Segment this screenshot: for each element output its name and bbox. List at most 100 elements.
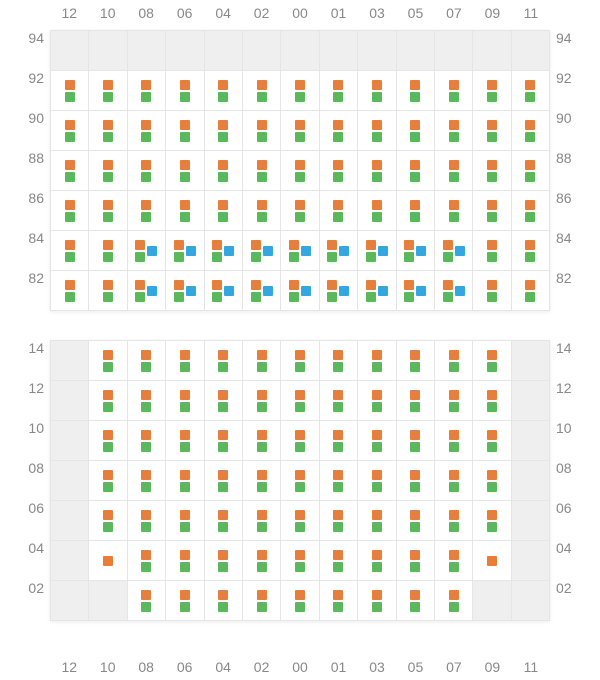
seat-square — [147, 246, 157, 256]
rack-cell — [128, 111, 166, 151]
axis-label: 00 — [281, 659, 319, 675]
seat-square — [372, 120, 382, 130]
seat-square — [257, 562, 267, 572]
seat-square — [404, 252, 414, 262]
row-labels-top-right: 94929088868482 — [552, 30, 592, 310]
rack-cell — [435, 191, 473, 231]
axis-label: 02 — [8, 580, 48, 620]
grid-row — [51, 231, 550, 271]
rack-cell — [281, 461, 319, 501]
axis-label: 10 — [88, 5, 126, 21]
seat-square — [410, 470, 420, 480]
seat-square — [449, 602, 459, 612]
rack-cell — [166, 151, 204, 191]
seat-square — [525, 172, 535, 182]
axis-label: 10 — [8, 420, 48, 460]
rack-cell — [435, 461, 473, 501]
seat-square — [224, 286, 234, 296]
seat-square — [416, 246, 426, 256]
rack-cell — [512, 111, 550, 151]
seat-square — [103, 482, 113, 492]
seat-square — [449, 590, 459, 600]
rack-cell — [128, 191, 166, 231]
seat-square — [410, 362, 420, 372]
seat-square — [180, 200, 190, 210]
seat-square — [180, 482, 190, 492]
seat-square — [366, 280, 376, 290]
seat-square — [141, 200, 151, 210]
seat-square — [410, 132, 420, 142]
rack-cell — [205, 421, 243, 461]
seat-square — [404, 292, 414, 302]
rack-cell — [51, 191, 89, 231]
rack-cell — [166, 501, 204, 541]
seat-square — [103, 522, 113, 532]
rack-cell — [512, 341, 550, 381]
axis-label: 01 — [319, 5, 357, 21]
axis-label: 14 — [8, 340, 48, 380]
seat-square — [378, 286, 388, 296]
seat-square — [525, 160, 535, 170]
seat-square — [372, 550, 382, 560]
seat-square — [327, 240, 337, 250]
rack-cell — [51, 151, 89, 191]
seat-square — [487, 252, 497, 262]
rack-cell — [243, 341, 281, 381]
seat-square — [301, 286, 311, 296]
seat-square — [289, 292, 299, 302]
rack-cell — [473, 541, 511, 581]
rack-cell — [243, 151, 281, 191]
rack-cell — [205, 341, 243, 381]
rack-cell — [320, 151, 358, 191]
rack-cell — [281, 501, 319, 541]
axis-label: 88 — [552, 150, 592, 190]
seat-square — [449, 442, 459, 452]
seat-square — [416, 286, 426, 296]
seat-square — [141, 92, 151, 102]
axis-label: 12 — [8, 380, 48, 420]
seat-square — [487, 482, 497, 492]
rack-cell — [128, 71, 166, 111]
seat-square — [218, 362, 228, 372]
seat-square — [333, 212, 343, 222]
seat-square — [135, 240, 145, 250]
axis-label: 03 — [358, 5, 396, 21]
rack-cell — [243, 271, 281, 311]
rack-cell — [397, 421, 435, 461]
seat-square — [218, 602, 228, 612]
rack-cell — [243, 541, 281, 581]
rack-cell — [358, 381, 396, 421]
rack-cell — [205, 501, 243, 541]
seat-square — [103, 556, 113, 566]
seat-square — [289, 240, 299, 250]
seat-square — [525, 80, 535, 90]
seat-square — [180, 390, 190, 400]
seat-square — [410, 390, 420, 400]
seat-square — [251, 280, 261, 290]
rack-cell — [128, 541, 166, 581]
seat-square — [257, 120, 267, 130]
seat-square — [327, 280, 337, 290]
seat-square — [372, 562, 382, 572]
axis-label: 82 — [8, 270, 48, 310]
seat-square — [410, 200, 420, 210]
seat-square — [295, 442, 305, 452]
seat-square — [295, 350, 305, 360]
seat-square — [525, 240, 535, 250]
seat-square — [218, 430, 228, 440]
axis-label: 08 — [127, 659, 165, 675]
rack-cell — [435, 31, 473, 71]
seat-square — [295, 522, 305, 532]
rack-cell — [358, 231, 396, 271]
seat-square — [449, 522, 459, 532]
rack-cell — [128, 421, 166, 461]
seat-square — [141, 510, 151, 520]
seat-square — [525, 252, 535, 262]
rack-cell — [281, 581, 319, 621]
seat-square — [372, 402, 382, 412]
rack-cell — [281, 381, 319, 421]
seat-square — [65, 172, 75, 182]
rack-cell — [320, 341, 358, 381]
axis-label: 04 — [204, 5, 242, 21]
grid-row — [51, 501, 550, 541]
